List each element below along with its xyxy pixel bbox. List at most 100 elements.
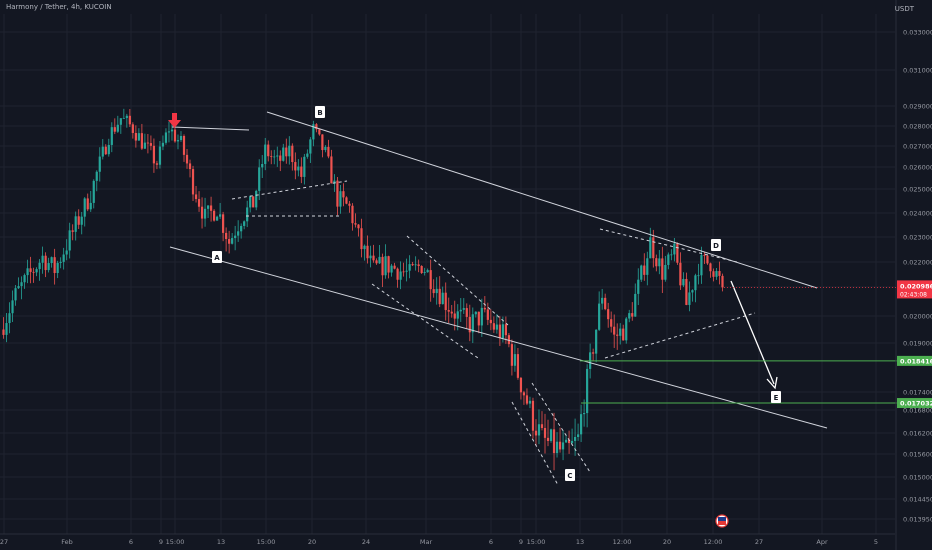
price-tick-label: 0.017400 [903,389,932,397]
down-arrow-marker-icon [168,113,181,128]
candle [429,259,432,302]
pattern-label-e: E [771,391,781,403]
candle [324,145,327,153]
candle [640,264,643,282]
candle [586,364,589,428]
resistance-line-left[interactable] [171,126,250,131]
candle [191,165,195,201]
candle [182,134,186,162]
candle [595,329,598,363]
candle [176,134,180,150]
candle [258,159,261,201]
candle [432,279,435,298]
candle [670,249,673,261]
candle [495,314,498,334]
candle [567,430,571,454]
candle [152,138,156,173]
candle [86,193,89,212]
candle [667,252,670,270]
candle [480,298,483,337]
candle [441,286,444,305]
candle [655,254,658,272]
candle [426,268,429,273]
time-tick-label: 5 [874,538,878,546]
candle [646,251,649,286]
candle [222,211,225,242]
time-tick-label: 20 [308,538,316,546]
candle [489,309,492,331]
candle [580,404,583,443]
candle [679,252,682,290]
candle [240,223,243,239]
candle [155,160,159,170]
price-tick-label: 0.016200 [903,430,932,438]
candle [435,277,438,305]
candle [264,137,267,171]
candle [420,265,423,274]
candle [128,109,131,127]
wedge-lower-dashed[interactable] [511,401,559,486]
grid-lines [0,14,895,534]
time-tick-label: 27 [0,538,8,546]
price-tick-label: 0.019000 [903,340,932,348]
mid-channel-upper-dashed[interactable] [406,235,509,326]
candle [203,197,207,227]
price-tick-label: 0.015000 [903,474,932,482]
candle [700,246,703,284]
candle [297,159,300,177]
event-flag-icon[interactable] [715,514,729,528]
candle [378,244,381,265]
candle [607,302,610,328]
projection-arrow-head [766,376,778,390]
candle [652,229,655,268]
projection-arrow-line[interactable] [730,280,775,385]
time-tick-label: 20 [663,538,671,546]
candle [552,412,556,471]
candle [243,220,246,230]
time-axis[interactable]: 27 Feb 6 9 15:00 13 15:00 20 24 Mar 6 9 15:00 13 12:00… [0,533,895,546]
pattern-label-a: A [212,251,222,263]
price-tick-label: 0.020000 [903,313,932,321]
candle [300,157,303,184]
candle [237,220,240,242]
candle [89,190,92,212]
channel-upper-line[interactable] [266,111,818,289]
price-tick-label: 0.014450 [903,496,932,504]
price-tick-label: 0.016800 [903,407,932,415]
candle [41,246,44,274]
candle [706,255,709,265]
candle [188,159,192,178]
candle [537,409,541,445]
channel-lower-line[interactable] [169,246,828,429]
price-tick-label: 0.026000 [903,164,932,172]
candle [703,251,706,265]
candle [140,123,143,151]
support-price-tag: 0.017032 [897,398,932,409]
candle [179,131,183,142]
support-price-tag: 0.018416 [897,355,932,366]
candle [35,267,38,277]
candle [273,149,276,165]
candle [598,291,601,331]
candle [396,267,399,288]
candle [11,290,14,322]
candle [185,148,189,169]
price-tick-label: 0.025000 [903,186,932,194]
candle [718,261,721,285]
currency-label: USDT [894,5,914,13]
candle [146,134,150,154]
flag-upper-dashed[interactable] [231,180,348,200]
candle [570,428,574,444]
candle [375,258,378,265]
candle [576,423,580,441]
pattern-label-b: B [315,106,325,118]
candlestick-series [2,108,724,471]
candle [47,257,50,273]
triangle-lower-dashed[interactable] [604,312,756,359]
candle [522,390,526,405]
candle [29,256,32,284]
candle [477,311,480,334]
candle [363,244,366,261]
candle [44,252,47,278]
